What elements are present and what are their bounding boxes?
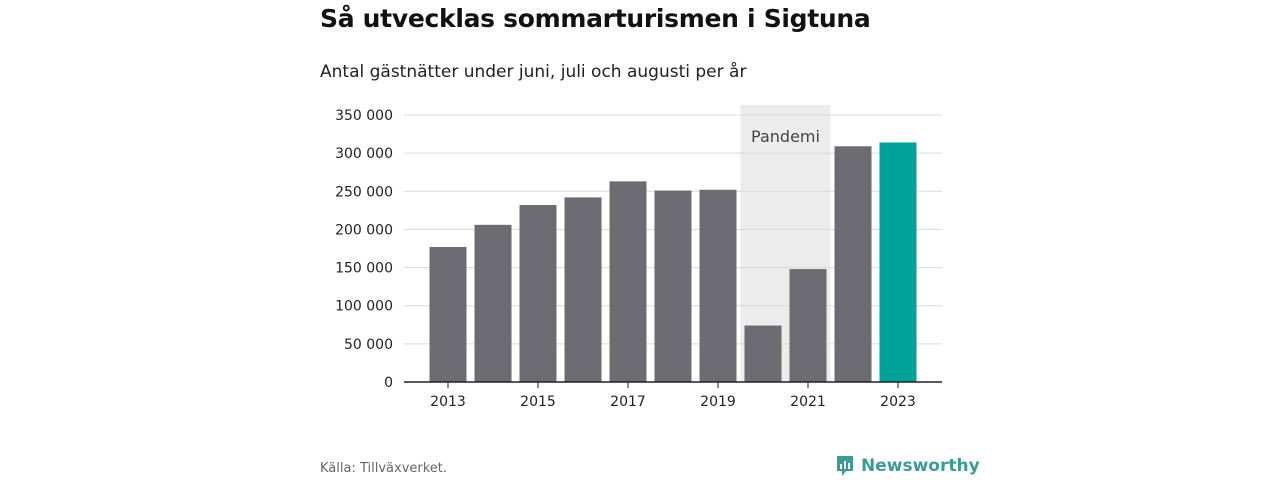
x-tick-label: 2015	[520, 394, 556, 410]
chart-title: Så utvecklas sommarturismen i Sigtuna	[320, 4, 871, 33]
y-tick-label: 100 000	[335, 299, 393, 315]
bar-2018	[654, 190, 692, 382]
y-tick-label: 350 000	[335, 108, 393, 124]
chart-subtitle: Antal gästnätter under juni, juli och au…	[320, 62, 747, 82]
x-tick-label: 2017	[610, 394, 646, 410]
bar-2021	[789, 269, 827, 382]
x-tick-label: 2019	[700, 394, 736, 410]
brand-name: Newsworthy	[861, 456, 980, 476]
bar-chart-icon	[837, 456, 853, 476]
bar-2016	[564, 197, 602, 382]
bar-2019	[699, 189, 737, 382]
y-tick-label: 50 000	[344, 337, 393, 353]
y-tick-label: 300 000	[335, 146, 393, 162]
bar-2015	[519, 205, 557, 382]
x-tick-label: 2023	[880, 394, 916, 410]
bar-2014	[474, 224, 512, 382]
source-note: Källa: Tillväxverket.	[320, 461, 448, 476]
x-tick-label: 2021	[790, 394, 826, 410]
y-tick-label: 0	[384, 375, 393, 391]
bar-2023	[879, 142, 917, 382]
bar-2017	[609, 181, 647, 382]
x-tick-label: 2013	[430, 394, 466, 410]
y-tick-label: 150 000	[335, 261, 393, 277]
pandemic-label: Pandemi	[751, 127, 820, 146]
bar-2022	[834, 146, 872, 382]
bar-2020	[744, 325, 782, 382]
brand-logo: Newsworthy	[835, 454, 980, 478]
y-tick-label: 200 000	[335, 222, 393, 238]
bar-2013	[429, 246, 467, 382]
y-tick-label: 250 000	[335, 184, 393, 200]
